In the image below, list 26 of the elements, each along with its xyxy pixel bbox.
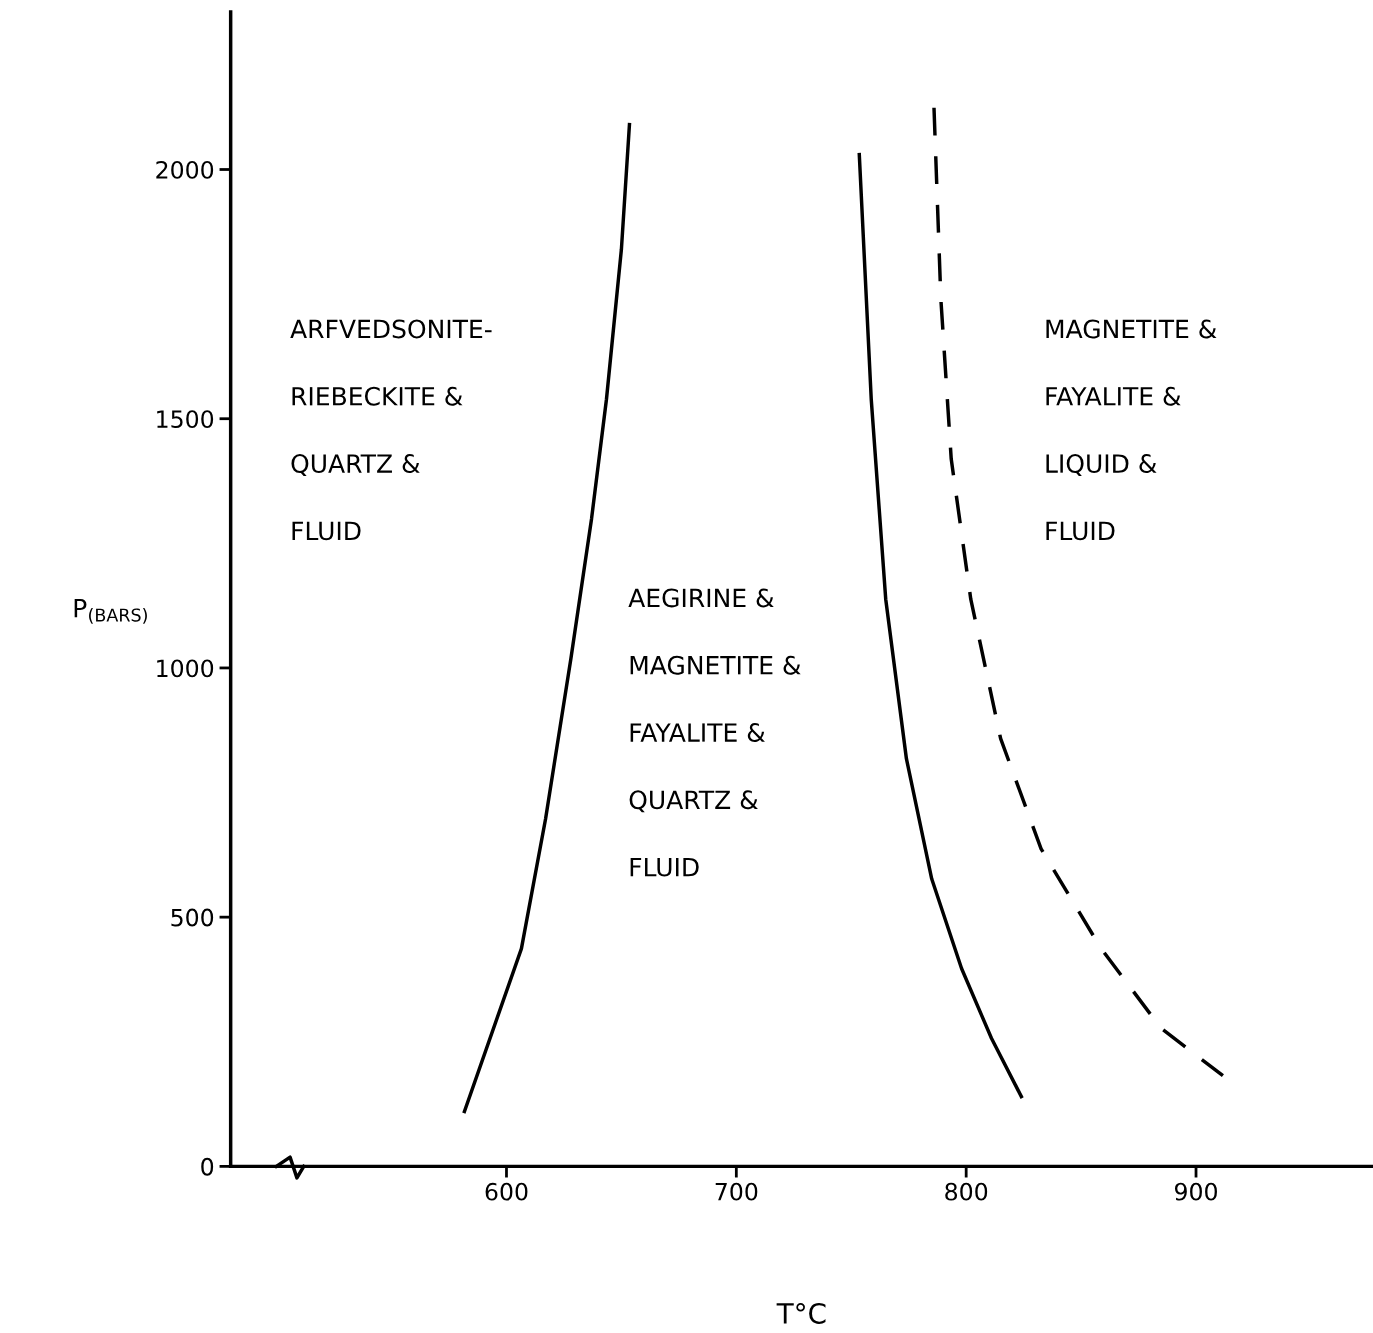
x-tick-label: 600 <box>485 1182 528 1201</box>
y-tick-label: 1500 <box>157 410 214 429</box>
x-tick-label: 800 <box>945 1182 988 1201</box>
y-axis-title: P$_{(BARS)}$ <box>74 599 147 624</box>
annotation: RIEBECKITE & <box>292 386 463 406</box>
annotation: AEGIRINE & <box>628 588 774 608</box>
annotation: MAGNETITE & <box>1046 319 1217 339</box>
x-axis-title: T°C <box>776 1302 826 1324</box>
y-tick-label: 500 <box>171 908 214 927</box>
annotation: FAYALITE & <box>630 723 765 742</box>
x-tick-label: 700 <box>715 1182 758 1201</box>
y-tick-label: 0 <box>201 1157 214 1176</box>
annotation: QUARTZ & <box>629 790 758 813</box>
y-tick-label: 1000 <box>157 659 214 678</box>
annotation: ARFVEDSONITE- <box>290 319 492 339</box>
y-tick-label: 2000 <box>156 160 214 179</box>
annotation: FLUID <box>1046 521 1115 541</box>
line-series <box>932 105 1225 1078</box>
annotation: LIQUID & <box>1046 454 1157 476</box>
line-series <box>857 152 1024 1099</box>
annotation: FAYALITE & <box>1046 386 1181 406</box>
annotation: QUARTZ & <box>291 454 420 476</box>
annotation: MAGNETITE & <box>630 655 801 675</box>
annotation: FLUID <box>630 858 699 877</box>
x-tick-label: 900 <box>1174 1182 1217 1201</box>
annotation: FLUID <box>292 521 361 541</box>
